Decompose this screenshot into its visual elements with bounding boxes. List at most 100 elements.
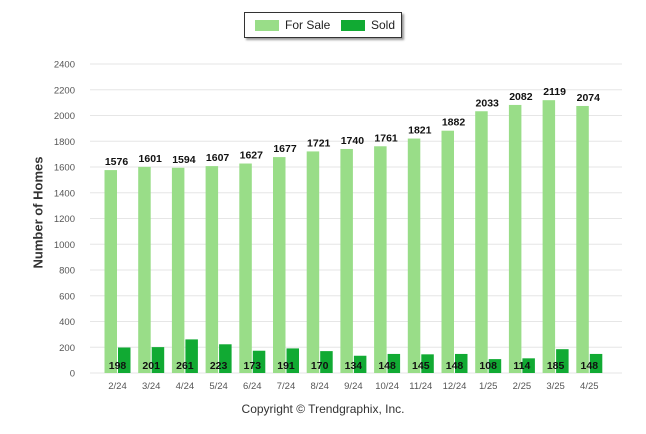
data-label-sold: 148 bbox=[581, 360, 599, 372]
x-tick-label: 4/24 bbox=[176, 381, 195, 392]
x-tick-label: 3/24 bbox=[142, 381, 161, 392]
x-tick-label: 2/24 bbox=[108, 381, 127, 392]
data-label-for-sale: 1761 bbox=[374, 132, 398, 144]
data-label-sold: 191 bbox=[277, 360, 295, 372]
grid-lines bbox=[90, 63, 622, 374]
x-tick-label: 3/25 bbox=[546, 381, 565, 392]
legend-swatch-sold bbox=[341, 19, 365, 31]
bar-sold bbox=[151, 347, 165, 373]
data-label-for-sale: 1576 bbox=[105, 156, 129, 168]
x-tick-label: 5/24 bbox=[209, 381, 228, 392]
data-label-sold: 261 bbox=[176, 360, 194, 372]
x-tick-label: 1/25 bbox=[479, 381, 498, 392]
bar-for-sale bbox=[138, 166, 151, 373]
data-label-sold: 148 bbox=[378, 360, 396, 372]
legend-item-for-sale[interactable]: For Sale bbox=[255, 13, 330, 37]
bar-for-sale bbox=[576, 105, 589, 373]
y-axis-title: Number of Homes bbox=[30, 156, 46, 269]
bar-for-sale bbox=[508, 104, 522, 373]
bar-for-sale bbox=[171, 167, 185, 373]
data-label-for-sale: 1677 bbox=[273, 143, 297, 155]
legend-swatch-for-sale bbox=[255, 19, 279, 31]
bar-for-sale bbox=[407, 138, 421, 373]
bar-sold bbox=[522, 358, 535, 373]
x-tick-label: 12/24 bbox=[443, 381, 467, 392]
x-tick-label: 8/24 bbox=[310, 381, 329, 392]
legend-label-for-sale: For Sale bbox=[285, 18, 331, 32]
bar-for-sale bbox=[205, 166, 219, 373]
data-label-sold: 134 bbox=[345, 360, 363, 372]
data-label-sold: 148 bbox=[446, 360, 464, 372]
bar-sold bbox=[387, 353, 401, 373]
data-label-for-sale: 2119 bbox=[543, 86, 566, 98]
bar-sold bbox=[118, 347, 131, 373]
y-tick-label: 200 bbox=[59, 343, 75, 354]
y-tick-label: 1800 bbox=[54, 137, 75, 148]
x-tick-label: 2/25 bbox=[513, 381, 532, 392]
data-labels: 1576 198 1601 201 1594 261 1607 223 1627 173 1677 1… bbox=[105, 86, 600, 372]
y-tick-label: 2200 bbox=[54, 85, 75, 96]
data-label-sold: 145 bbox=[412, 360, 430, 372]
x-tick-label: 6/24 bbox=[243, 381, 262, 392]
y-tick-label: 400 bbox=[59, 317, 75, 328]
y-tick-label: 1400 bbox=[54, 188, 75, 199]
bar-for-sale bbox=[340, 148, 353, 373]
data-label-for-sale: 2033 bbox=[476, 97, 500, 109]
bar-for-sale bbox=[239, 163, 252, 373]
bar-for-sale bbox=[441, 130, 454, 373]
data-label-for-sale: 1882 bbox=[442, 117, 466, 129]
data-label-for-sale: 2082 bbox=[509, 91, 533, 103]
bar-for-sale bbox=[273, 157, 286, 373]
x-tick-label: 9/24 bbox=[344, 381, 363, 392]
bar-sold bbox=[556, 349, 569, 373]
bar-for-sale bbox=[374, 146, 387, 373]
data-label-for-sale: 1821 bbox=[408, 125, 432, 137]
x-tick-label: 7/24 bbox=[277, 381, 296, 392]
data-label-for-sale: 2074 bbox=[577, 92, 601, 104]
data-label-sold: 185 bbox=[547, 360, 565, 372]
data-label-for-sale: 1740 bbox=[341, 135, 365, 147]
data-label-for-sale: 1594 bbox=[172, 154, 196, 166]
bar-sold bbox=[421, 354, 434, 373]
bar-for-sale bbox=[306, 151, 320, 373]
data-label-sold: 198 bbox=[109, 360, 127, 372]
y-tick-label: 1600 bbox=[54, 163, 75, 174]
data-label-for-sale: 1721 bbox=[307, 137, 331, 149]
x-tick-label: 4/25 bbox=[580, 381, 599, 392]
data-label-for-sale: 1601 bbox=[139, 153, 163, 165]
data-label-sold: 108 bbox=[479, 360, 497, 372]
copyright-text: Copyright © Trendgraphix, Inc. bbox=[241, 402, 405, 416]
bar-sold bbox=[488, 359, 502, 373]
legend-item-sold[interactable]: Sold bbox=[341, 13, 395, 37]
bar-sold bbox=[286, 348, 299, 373]
y-tick-label: 2000 bbox=[54, 111, 75, 122]
x-tick-label: 10/24 bbox=[375, 381, 399, 392]
y-tick-label: 600 bbox=[59, 291, 75, 302]
bar-sold bbox=[320, 351, 333, 373]
data-label-sold: 114 bbox=[513, 360, 530, 372]
bar-for-sale bbox=[542, 100, 556, 374]
data-label-sold: 173 bbox=[244, 360, 262, 372]
bar-sold bbox=[589, 353, 603, 373]
bar-sold bbox=[353, 355, 367, 373]
y-tick-label: 1200 bbox=[54, 214, 75, 225]
bar-sold bbox=[252, 350, 266, 373]
legend-label-sold: Sold bbox=[371, 18, 396, 32]
data-label-sold: 201 bbox=[142, 360, 160, 372]
x-tick-label: 11/24 bbox=[409, 381, 432, 392]
data-label-sold: 223 bbox=[210, 360, 228, 372]
bar-for-sale bbox=[104, 170, 117, 373]
data-label-for-sale: 1607 bbox=[206, 152, 230, 164]
bar-sold bbox=[185, 339, 198, 373]
data-label-for-sale: 1627 bbox=[240, 150, 264, 162]
bars bbox=[104, 100, 603, 374]
data-label-sold: 170 bbox=[311, 360, 329, 372]
y-tick-label: 0 bbox=[70, 369, 75, 380]
bar-sold bbox=[455, 353, 468, 373]
y-tick-label: 2400 bbox=[54, 60, 75, 71]
bar-sold bbox=[219, 344, 232, 373]
x-axis-ticks: 2/24 3/24 4/24 5/24 6/24 7/24 8/24 9/24 10/24 11/… bbox=[108, 381, 598, 392]
legend: For Sale Sold bbox=[244, 12, 402, 38]
y-tick-label: 800 bbox=[59, 266, 75, 277]
